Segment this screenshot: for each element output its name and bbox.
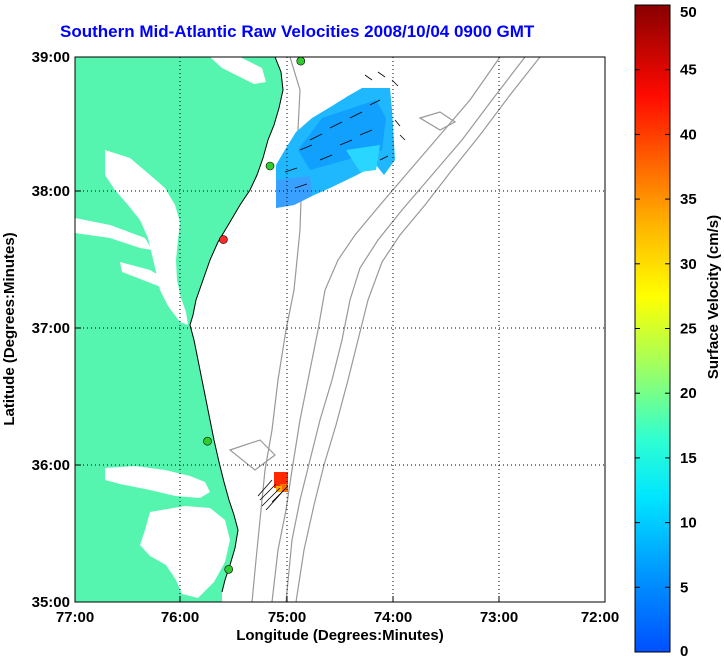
colorbar-tick-label: 25 xyxy=(680,321,697,338)
y-tick-label: 35:00 xyxy=(32,594,70,611)
x-tick-label: 73:00 xyxy=(480,609,518,626)
potomac-river xyxy=(75,218,152,250)
velocity-patch-south xyxy=(274,472,288,492)
velocity-vectors-south xyxy=(257,479,289,511)
colorbar-tick-label: 30 xyxy=(680,256,697,273)
x-tick-labels: 77:00 76:00 75:00 74:00 73:00 72:00 xyxy=(56,609,619,626)
colorbar-title: Surface Velocity (cm/s) xyxy=(705,215,722,379)
colorbar-tick-label: 5 xyxy=(680,579,688,596)
delaware-bay xyxy=(210,57,266,84)
albemarle-sound xyxy=(105,466,210,498)
y-tick-label: 37:00 xyxy=(32,320,70,337)
colorbar-tick-label: 35 xyxy=(680,191,697,208)
y-tick-labels: 39:00 38:00 37:00 36:00 35:00 xyxy=(32,49,70,611)
y-tick-label: 36:00 xyxy=(32,457,70,474)
colorbar-tick-label: 45 xyxy=(680,62,697,79)
coastline xyxy=(189,57,284,593)
y-axis-title: Latitude (Degrees:Minutes) xyxy=(1,232,18,425)
x-tick-label: 75:00 xyxy=(268,609,306,626)
radar-station-marker xyxy=(203,436,212,446)
axis-ticks xyxy=(75,190,500,602)
radar-station-marker xyxy=(219,235,228,244)
radar-station-marker xyxy=(224,564,233,574)
velocity-patch-north xyxy=(276,88,395,208)
colorbar-ticks: 0 5 10 15 20 25 30 35 40 45 50 xyxy=(635,4,697,659)
colorbar-tick-label: 15 xyxy=(680,450,697,467)
x-tick-label: 76:00 xyxy=(161,609,199,626)
map-title: Southern Mid-Atlantic Raw Velocities 200… xyxy=(60,22,535,41)
x-tick-label: 74:00 xyxy=(374,609,412,626)
colorbar-tick-label: 20 xyxy=(680,385,697,402)
y-tick-label: 38:00 xyxy=(32,183,70,200)
velocity-vectors-north xyxy=(284,71,406,189)
colorbar-tick-label: 50 xyxy=(680,4,697,21)
colorbar-tick-label: 0 xyxy=(680,643,688,659)
station-markers xyxy=(203,57,306,574)
x-axis-title: Longitude (Degrees:Minutes) xyxy=(236,627,444,644)
x-tick-label: 72:00 xyxy=(581,609,619,626)
pamlico-sound xyxy=(140,506,230,598)
radar-station-marker xyxy=(296,57,306,66)
y-tick-label: 39:00 xyxy=(32,49,70,66)
plot-frame xyxy=(74,56,606,603)
colorbar-tick-label: 10 xyxy=(680,515,697,532)
colorbar-tick-label: 40 xyxy=(680,126,697,143)
grid-lines xyxy=(75,57,605,602)
colorbar xyxy=(634,4,671,653)
radar-station-marker xyxy=(265,161,275,171)
x-tick-label: 77:00 xyxy=(56,609,94,626)
bathymetry-contours xyxy=(228,57,541,602)
rappahannock-river xyxy=(120,262,170,290)
